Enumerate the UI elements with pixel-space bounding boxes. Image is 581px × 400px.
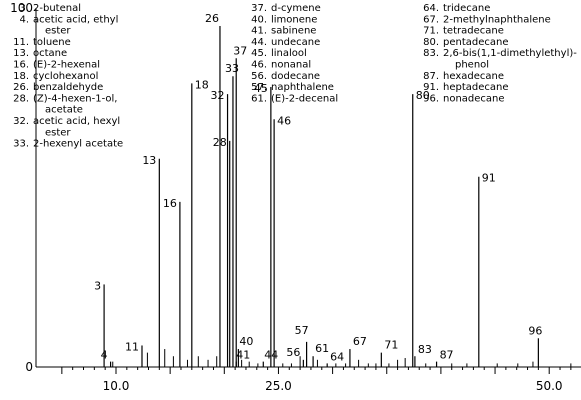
legend-entry: 87. hexadecane — [423, 71, 504, 82]
peaks — [103, 25, 572, 367]
peak-label-96: 96 — [528, 324, 542, 337]
y-tick-label: 100 — [10, 1, 33, 15]
legend-entry: 18. cyclohexanol — [13, 71, 98, 82]
legend-entry: 45. linalool — [251, 48, 307, 59]
peak-label-44: 44 — [264, 349, 278, 362]
legend-entry: 11. toluene — [13, 37, 71, 48]
x-tick-label: 10.0 — [103, 379, 130, 393]
legend-entry: 33. 2-hexenyl acetate — [13, 139, 123, 150]
peak-label-37: 37 — [233, 44, 247, 57]
legend-entry: 46. nonanal — [251, 60, 311, 71]
legend-entry: 3. 2-butenal — [19, 3, 81, 14]
legend-entry: 28. (Z)-4-hexen-1-ol, — [13, 93, 117, 104]
x-tick-label: 25.0 — [265, 379, 292, 393]
legend-entry: 71. tetradecane — [423, 26, 504, 37]
legend-entry: 80. pentadecane — [423, 37, 508, 48]
peak-label-64: 64 — [330, 350, 344, 363]
peak-label-33: 33 — [225, 62, 239, 75]
peak-label-32: 32 — [211, 89, 225, 102]
peak-label-71: 71 — [384, 339, 398, 352]
peak-label-11: 11 — [125, 340, 139, 353]
peak-label-83: 83 — [418, 343, 432, 356]
legend-entry: 64. tridecane — [423, 3, 490, 14]
legend-entry-continuation: phenol — [455, 60, 489, 71]
legend-entry: 16. (E)-2-hexenal — [13, 60, 100, 71]
legend-entry: 61. (E)-2-decenal — [251, 93, 338, 104]
peak-label-40: 40 — [239, 335, 253, 348]
legend-entry: 26. benzaldehyde — [13, 82, 103, 93]
peak-label-41: 41 — [236, 349, 250, 362]
peak-label-46: 46 — [277, 114, 291, 127]
legend-entry: 96. nonadecane — [423, 93, 504, 104]
peak-label-87: 87 — [440, 349, 454, 362]
peak-label-56: 56 — [286, 346, 300, 359]
peak-label-45: 45 — [254, 82, 268, 95]
legend-entry-continuation: ester — [45, 26, 71, 37]
legend-entry: 32. acetic acid, hexyl — [13, 116, 120, 127]
peak-label-3: 3 — [94, 279, 101, 292]
peak-label-80: 80 — [416, 89, 430, 102]
peak-label-13: 13 — [142, 154, 156, 167]
legend-entry: 56. dodecane — [251, 71, 320, 82]
peak-label-16: 16 — [163, 197, 177, 210]
legend-entry: 4. acetic acid, ethyl — [19, 14, 118, 25]
peak-label-57: 57 — [295, 324, 309, 337]
legend-entry: 40. limonene — [251, 14, 317, 25]
peak-label-28: 28 — [213, 136, 227, 149]
legend-entry: 13. octane — [13, 48, 67, 59]
legend-entry: 83. 2,6-bis(1,1-dimethylethyl)- — [423, 48, 577, 59]
legend-entry: 37. d-cymene — [251, 3, 321, 14]
legend-entry: 41. sabinene — [251, 26, 316, 37]
legend-entry: 44. undecane — [251, 37, 320, 48]
legend-entry: 91. heptadecane — [423, 82, 508, 93]
y-tick-label: 0 — [25, 360, 33, 374]
peak-label-18: 18 — [195, 78, 209, 91]
peak-label-4: 4 — [101, 349, 108, 362]
x-tick-label: 50.0 — [536, 379, 563, 393]
legend-entry: 57. naphthalene — [251, 82, 334, 93]
legend-entry-continuation: acetate — [45, 105, 83, 116]
legend-entry: 67. 2-methylnaphthalene — [423, 14, 551, 25]
axes: 0 100 10.0 25.0 50.0 — [10, 1, 581, 393]
peak-label-91: 91 — [482, 172, 496, 185]
legend-entry-continuation: ester — [45, 127, 71, 138]
peak-label-61: 61 — [315, 342, 329, 355]
peak-label-67: 67 — [353, 335, 367, 348]
peak-label-26: 26 — [205, 12, 219, 25]
